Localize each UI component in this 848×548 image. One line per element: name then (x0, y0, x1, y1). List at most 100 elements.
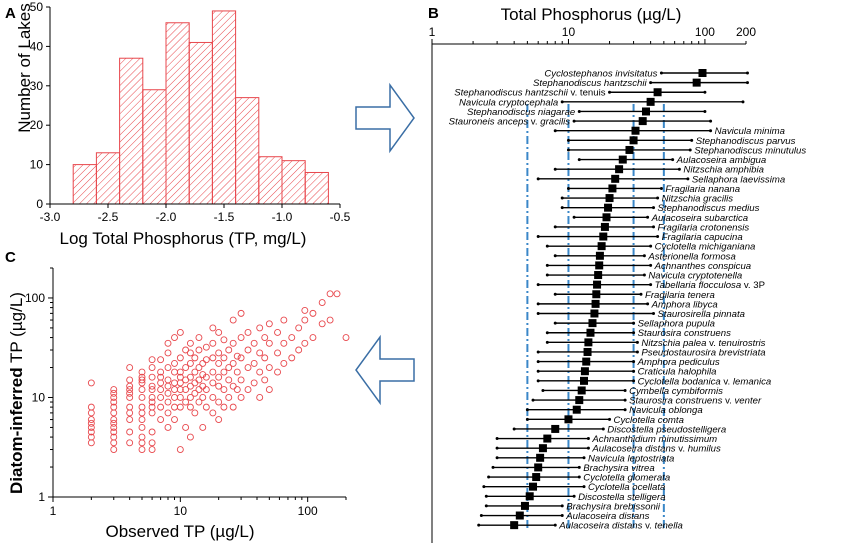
scatter-point (237, 376, 245, 384)
taxon-range-min (525, 417, 529, 421)
scatter-point (220, 368, 228, 376)
taxon-name: Nitzschia palea (641, 338, 706, 349)
range-plot-tick-label: 1 (429, 25, 436, 39)
taxon-name: Navicula minima (715, 126, 785, 137)
taxon-row: Aulacoseira distans v. tenella (477, 521, 683, 532)
taxon-range-min (512, 427, 516, 431)
taxon-range-min (572, 215, 576, 219)
scatter-point (220, 336, 228, 344)
scatter-point (295, 346, 303, 354)
taxon-variety-marker: v. (721, 376, 733, 387)
taxon-label: Tabellaria flocculosa v. 3P (655, 280, 765, 291)
taxon-name: Aulacoseira distans (565, 511, 649, 522)
histogram-xtick-label: -2.5 (98, 210, 119, 224)
taxon-label: Navicula leptostriata (588, 453, 674, 464)
histogram-ytick-label: 10 (30, 158, 44, 172)
scatter-point (256, 394, 264, 401)
taxon-name: Sellaphora laevissima (692, 174, 785, 185)
scatter-point (110, 439, 118, 447)
taxon-name: Amphora pediculus (637, 357, 720, 368)
scatter-point (195, 386, 203, 394)
histogram-xtick-label: -1.0 (272, 210, 293, 224)
scatter-point (233, 352, 241, 360)
taxon-name: Staurosira construens (629, 396, 723, 407)
scatter-point (148, 394, 156, 401)
scatter-point (148, 356, 156, 364)
taxon-range-min (495, 456, 499, 460)
taxon-name: Nitzschia amphibia (683, 165, 764, 176)
taxon-row: Discostella stelligera (484, 492, 666, 503)
histogram-ytick-label: 50 (30, 0, 44, 14)
scatter-point (333, 290, 341, 298)
scatter-point (176, 373, 184, 381)
taxon-name: Tabellaria flocculosa (655, 280, 742, 291)
scatter-point (138, 386, 146, 394)
taxon-label: Navicula minima (715, 126, 785, 137)
scatter-point (182, 398, 190, 406)
taxon-row: Nitzschia palea v. tenuirostris (545, 338, 766, 349)
taxon-row: Pseudostaurosira brevistriata (536, 347, 766, 358)
taxon-range-min (536, 177, 540, 181)
taxon-name: Discostella stelligera (578, 492, 665, 503)
taxon-row: Sellaphora laevissima (536, 174, 785, 185)
scatter-point (237, 394, 245, 401)
taxon-range-max (671, 158, 675, 162)
scatter-point (202, 343, 210, 351)
scatter-point (280, 359, 288, 367)
taxon-name: Aulacoseira distans (591, 444, 675, 455)
scatter-point (157, 386, 165, 394)
scatter-point (110, 389, 118, 397)
panel-a-xlabel: Log Total Phosphorus (TP, mg/L) (60, 229, 307, 248)
scatter-point (261, 376, 269, 384)
taxon-name: Stauroneis anceps (449, 117, 529, 128)
taxon-range-min (536, 350, 540, 354)
scatter-point (157, 416, 165, 424)
scatter-point (176, 403, 184, 411)
taxon-optimum-marker (608, 184, 617, 193)
taxon-label: Cymbella cymbiformis (629, 386, 723, 397)
scatter-point (148, 398, 156, 406)
scatter-ytick-label: 10 (32, 390, 46, 404)
taxon-optimum-marker (698, 69, 707, 77)
taxon-range-max (741, 100, 745, 104)
scatter-point (164, 364, 172, 371)
taxon-name: Fragilaria crotonensis (658, 222, 750, 233)
taxon-name: Navicula leptostriata (588, 453, 674, 464)
taxon-range-max (572, 494, 576, 498)
taxon-range-max (623, 398, 627, 402)
taxon-row: Amphora pediculus (536, 357, 720, 368)
taxon-row: Stephanodiscus medius (560, 203, 760, 214)
scatter-point (148, 373, 156, 381)
taxon-row: Achnanthidium minutissimum (495, 434, 717, 445)
panel-b-title: Total Phosphorus (µg/L) (501, 5, 682, 24)
panel-a-letter: A (5, 5, 16, 22)
scatter-point (176, 329, 184, 336)
taxon-name: Stephanodiscus parvus (696, 136, 796, 147)
taxon-optimum-marker (692, 78, 701, 87)
scatter-point (202, 403, 210, 411)
taxon-optimum-marker (629, 136, 638, 145)
scatter-point (265, 320, 273, 328)
taxon-name: Cyclotella comta (614, 415, 684, 426)
taxon-range-max (577, 475, 581, 479)
scatter-point (171, 379, 178, 387)
scatter-point (229, 316, 237, 324)
taxon-range-max (608, 417, 612, 421)
taxon-label: Fragilaria crotonensis (658, 222, 750, 233)
range-plot-tick-label: 100 (695, 25, 715, 39)
scatter-point (176, 386, 184, 394)
range-plot-tick-label: 10 (562, 25, 576, 39)
taxon-label: Cyclotella glomerata (583, 473, 670, 484)
taxon-range-min (560, 206, 564, 210)
taxon-label: Fragilaria tenera (645, 290, 715, 301)
taxon-optimum-marker (532, 473, 541, 482)
scatter-point (215, 398, 223, 406)
taxon-range-max (639, 292, 643, 296)
taxon-row: Navicula cryptotenella (545, 271, 742, 282)
taxon-range-min (553, 225, 557, 229)
histogram-xtick-label: -3.0 (40, 210, 61, 224)
scatter-xtick-label: 100 (298, 504, 318, 518)
taxon-label: Achnanthidium minutissimum (591, 434, 717, 445)
scatter-point (265, 339, 273, 347)
